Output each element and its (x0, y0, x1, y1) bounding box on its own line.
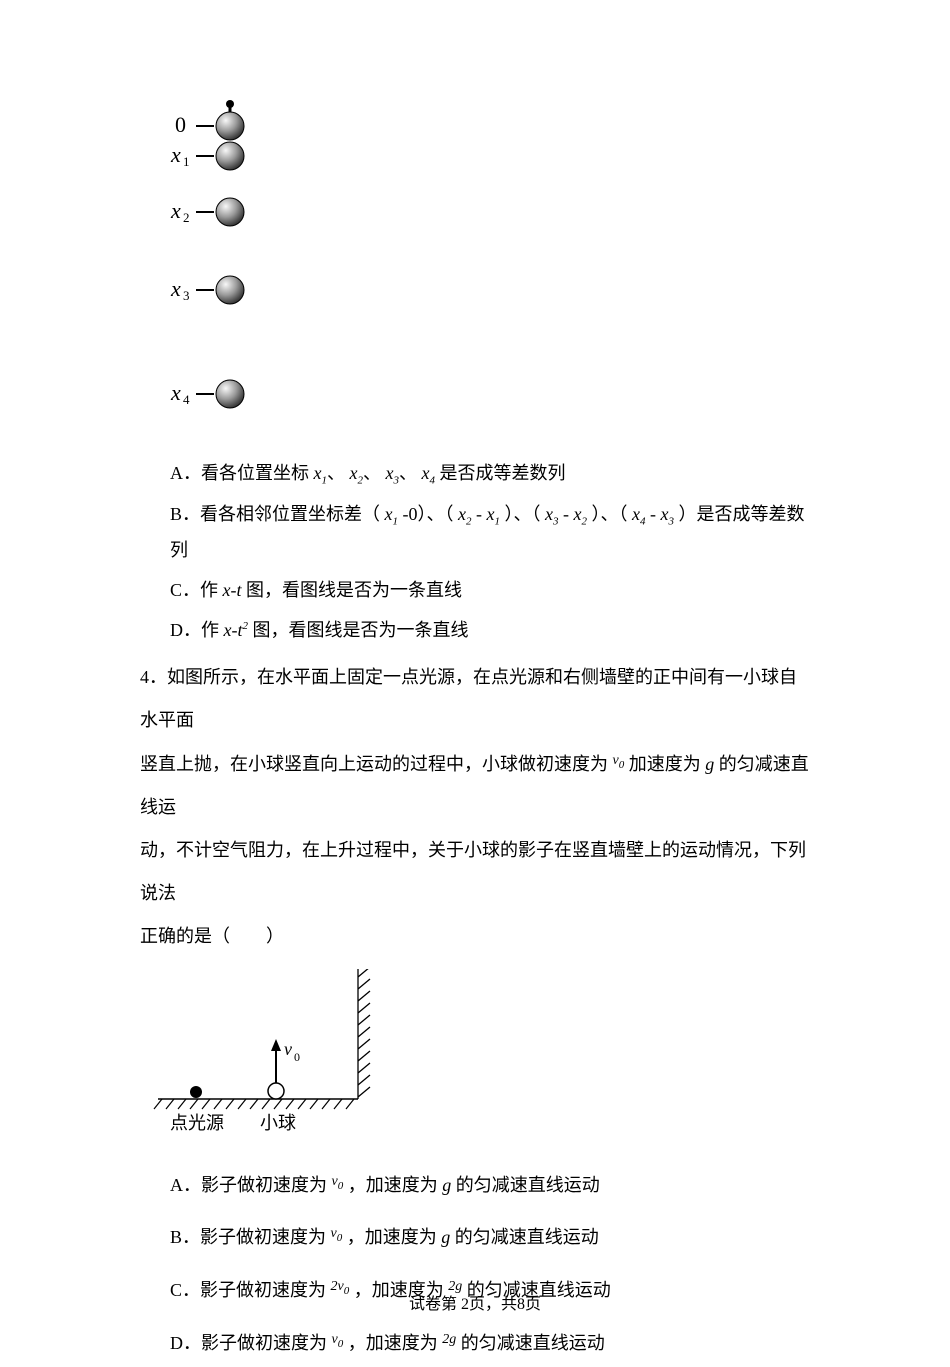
var-v0: v0 (613, 753, 625, 768)
var-x: x (487, 504, 495, 524)
sep: 、 (399, 463, 417, 483)
sep: 、 (327, 463, 345, 483)
q4-options: A．影子做初速度为 v0 ，加速度为 g 的匀减速直线运动 B．影子做初速度为 … (170, 1162, 810, 1367)
sup: 2 (242, 620, 248, 632)
text: ，加速度为 (347, 1227, 442, 1247)
var-x: x (386, 463, 394, 483)
text: D．作 (170, 620, 224, 640)
var-x: x (545, 504, 553, 524)
q3-options: A．看各位置坐标 x1、 x2、 x3、 x4 是否成等差数列 B．看各相邻位置… (170, 455, 810, 648)
var-x: x (574, 504, 582, 524)
var-xt: x-t (223, 580, 242, 600)
q4-option-d: D．影子做初速度为 v0 ，加速度为 2g 的匀减速直线运动 (170, 1320, 810, 1367)
text: -0）、（ (403, 504, 454, 524)
svg-text:点光源: 点光源 (170, 1113, 224, 1133)
q3-option-c: C．作 x-t 图，看图线是否为一条直线 (170, 572, 810, 608)
var-x: x (350, 463, 358, 483)
sub: 2 (466, 515, 472, 527)
sub: 0 (338, 1179, 344, 1191)
var-g: g (441, 1227, 450, 1247)
text: ，加速度为 (348, 1333, 438, 1353)
text: D．影子做初速度为 (170, 1333, 327, 1353)
var-x: x (661, 504, 669, 524)
q3-option-a: A．看各位置坐标 x1、 x2、 x3、 x4 是否成等差数列 (170, 455, 810, 492)
g: g (449, 1332, 456, 1347)
var-v0: v0 (332, 1332, 344, 1347)
q4-line4: 正确的是（ ） (140, 915, 810, 958)
q4-option-a: A．影子做初速度为 v0 ，加速度为 g 的匀减速直线运动 (170, 1162, 810, 1209)
text: B．影子做初速度为 (170, 1227, 331, 1247)
svg-text:小球: 小球 (260, 1113, 296, 1133)
q3-option-b: B．看各相邻位置坐标差（ x1 -0）、（ x2 - x1 ）、（ x3 - x… (170, 496, 810, 569)
text: 加速度为 (629, 754, 706, 774)
text: 的匀减速直线运动 (455, 1227, 599, 1247)
minus: - (650, 504, 656, 524)
var-2g: 2g (442, 1332, 456, 1347)
svg-text:3: 3 (183, 288, 190, 303)
svg-text:0: 0 (175, 112, 186, 137)
text: A．影子做初速度为 (170, 1175, 327, 1195)
q4-option-b: B．影子做初速度为 v0 ，加速度为 g 的匀减速直线运动 (170, 1214, 810, 1261)
text: 的匀减速直线运动 (461, 1333, 605, 1353)
sep: 、 (363, 463, 381, 483)
text: ，加速度为 (348, 1175, 443, 1195)
svg-text:4: 4 (183, 392, 190, 407)
minus: - (563, 504, 569, 524)
var-g: g (705, 754, 714, 774)
var-x: x (458, 504, 466, 524)
svg-text:2: 2 (183, 210, 190, 225)
q4-line2: 竖直上抛，在小球竖直向上运动的过程中，小球做初速度为 v0 加速度为 g 的匀减… (140, 743, 810, 829)
var-x: x (422, 463, 430, 483)
figure-shadow: v 0 点光源 小球 (148, 969, 810, 1144)
var-x: x (632, 504, 640, 524)
sub: 4 (640, 515, 646, 527)
var-g: g (442, 1175, 451, 1195)
sub: 2 (582, 515, 588, 527)
sub: 1 (393, 515, 399, 527)
text: ）、（ (592, 504, 628, 524)
q4-stem: 4．如图所示，在水平面上固定一点光源，在点光源和右侧墙壁的正中间有一小球自水平面… (140, 656, 810, 958)
var-xt: x-t (224, 620, 243, 640)
svg-text:x: x (170, 276, 181, 301)
sub: 3 (553, 515, 559, 527)
sub: 0 (619, 758, 625, 770)
svg-text:x: x (170, 142, 181, 167)
figure-free-fall: 0 x 1 x 2 x 3 x 4 (160, 100, 810, 425)
text: 图，看图线是否为一条直线 (246, 580, 462, 600)
minus: - (476, 504, 482, 524)
svg-text:1: 1 (183, 154, 190, 169)
text: 竖直上抛，在小球竖直向上运动的过程中，小球做初速度为 (140, 754, 608, 774)
sub: 4 (430, 475, 436, 487)
sub: 0 (337, 1232, 343, 1244)
text: 的匀减速直线运动 (456, 1175, 600, 1195)
page-footer: 试卷第 2页，共8页 (0, 1290, 950, 1314)
text: A．看各位置坐标 (170, 463, 314, 483)
var-x: x (385, 504, 393, 524)
text: ）、（ (505, 504, 541, 524)
q4-line3: 动，不计空气阻力，在上升过程中，关于小球的影子在竖直墙壁上的运动情况，下列说法 (140, 829, 810, 915)
svg-text:x: x (170, 380, 181, 405)
svg-text:0: 0 (294, 1050, 300, 1064)
q4-line1: 4．如图所示，在水平面上固定一点光源，在点光源和右侧墙壁的正中间有一小球自水平面 (140, 656, 810, 742)
q3-option-d: D．作 x-t2 图，看图线是否为一条直线 (170, 612, 810, 648)
svg-text:x: x (170, 198, 181, 223)
var-v0: v0 (331, 1226, 343, 1241)
var-x: x (314, 463, 322, 483)
text: 图，看图线是否为一条直线 (252, 620, 468, 640)
sub: 1 (495, 515, 501, 527)
sub: 3 (669, 515, 675, 527)
svg-text:v: v (284, 1039, 292, 1059)
var-v0: v0 (332, 1174, 344, 1189)
text: C．作 (170, 580, 223, 600)
text: 是否成等差数列 (440, 463, 566, 483)
text: B．看各相邻位置坐标差（ (170, 504, 380, 524)
